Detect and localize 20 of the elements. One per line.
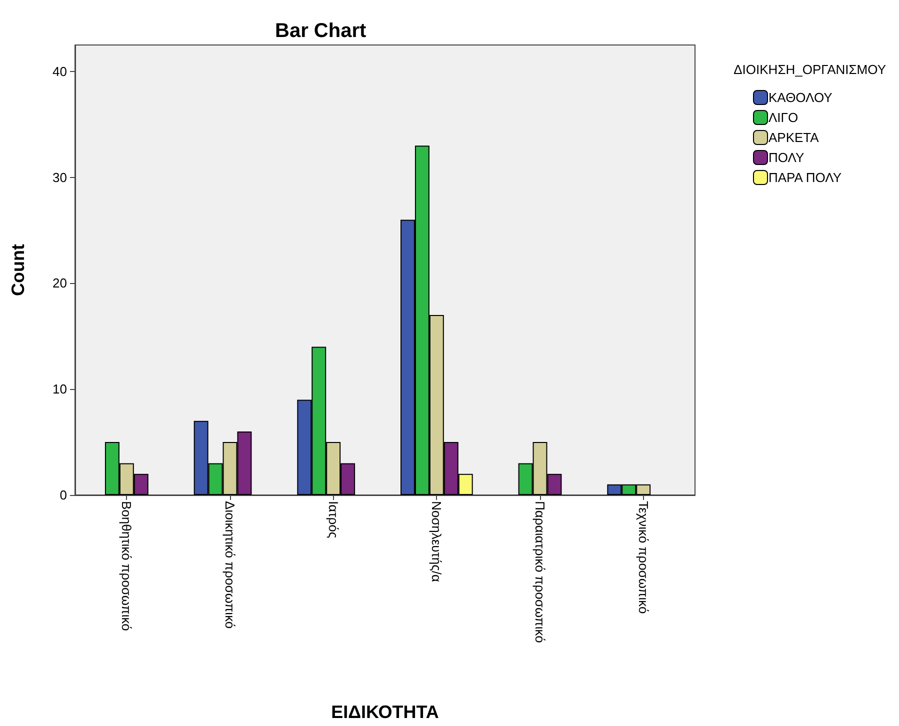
x-axis-title: ΕΙΔΙΚΟΤΗΤΑ [331, 702, 439, 722]
y-axis-title: Count [8, 244, 28, 296]
y-tick-label: 0 [60, 488, 67, 502]
legend-title: ΔΙΟΙΚΗΣΗ_ΟΡΓΑΝΙΣΜΟΥ [734, 62, 886, 77]
legend-label: ΑΡΚΕΤΑ [768, 130, 820, 145]
y-tick-label: 10 [52, 382, 67, 397]
x-tick-label: Παραιατρικό προσωπικό [532, 501, 548, 643]
legend-label: ΛΙΓΟ [768, 110, 798, 125]
x-tick-label: Ιατρός [326, 501, 341, 538]
legend-label: ΠΑΡΑ ΠΟΛΥ [768, 170, 842, 185]
x-tick-label: Βοηθητικό προσωπικό [119, 501, 134, 631]
x-tick-label: Τεχνικό προσωπικό [636, 501, 651, 614]
legend-label: ΠΟΛΥ [768, 150, 804, 165]
x-tick-label: Νοσηλευτής/α [429, 501, 444, 583]
y-tick-label: 40 [52, 64, 67, 79]
y-tick-label: 30 [52, 170, 67, 185]
y-tick-label: 20 [52, 276, 67, 291]
chart-title: Bar Chart [275, 20, 366, 42]
x-tick-label: Διοικητικό προσωπικό [222, 501, 238, 629]
legend-label: ΚΑΘΟΛΟΥ [768, 90, 833, 105]
